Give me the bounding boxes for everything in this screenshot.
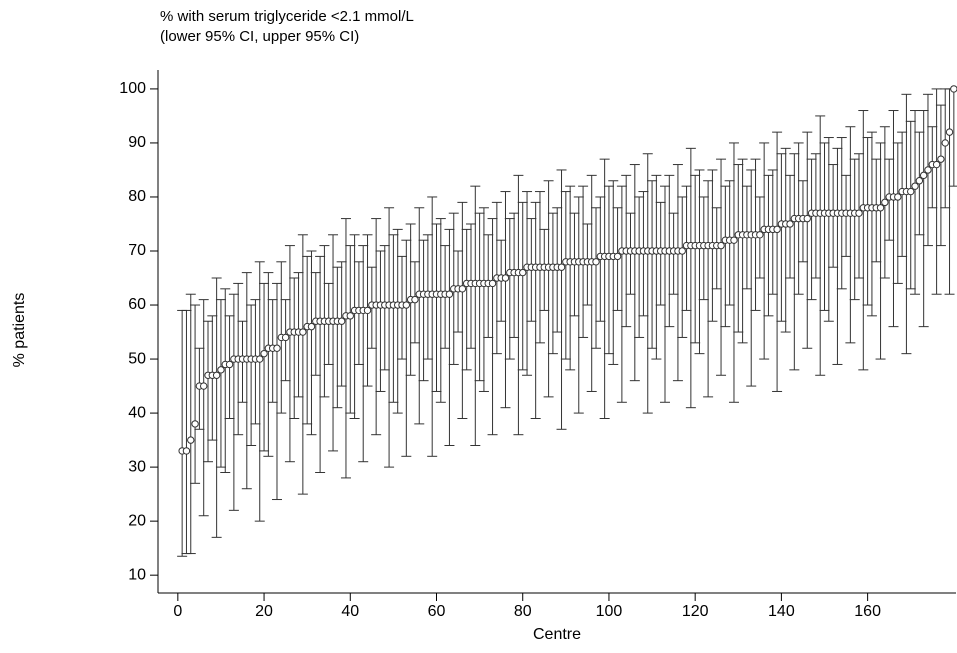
y-tick-label: 30 [128,458,146,475]
point [945,128,954,136]
x-tick-label: 40 [341,603,359,620]
point [937,155,945,163]
y-tick-label: 80 [128,188,146,205]
y-tick-label: 100 [119,80,146,97]
point [756,231,764,239]
x-tick-label: 60 [428,603,446,620]
point [501,274,510,282]
x-tick-label: 80 [514,603,532,620]
point [273,344,281,352]
point [786,220,794,228]
point [803,214,811,223]
x-tick-label: 160 [854,603,881,620]
x-axis-label: Centre [533,626,581,643]
point [411,295,419,304]
point [915,177,924,185]
point [950,85,957,93]
x-tick-label: 120 [682,603,709,620]
point [557,263,566,271]
chart-title: % with serum triglyceride <2.1 mmol/L [160,8,414,25]
point [217,366,225,374]
point [881,198,889,207]
point [488,279,497,288]
x-tick-label: 100 [596,603,623,620]
point [256,355,264,363]
point [307,322,316,331]
y-tick-label: 10 [128,566,146,583]
x-tick-label: 20 [255,603,273,620]
point [876,204,885,212]
point [717,241,725,250]
y-tick-label: 60 [128,296,146,313]
y-tick-label: 70 [128,242,146,259]
point [592,258,600,266]
y-tick-label: 40 [128,404,146,421]
point [613,252,622,261]
point [346,312,354,320]
point [894,193,902,201]
point [855,209,863,217]
chart-subtitle: (lower 95% CI, upper 95% CI) [160,28,359,45]
y-tick-label: 20 [128,512,146,529]
y-tick-label: 50 [128,350,146,367]
point [678,247,686,255]
x-tick-label: 140 [768,603,795,620]
point [773,225,781,234]
point [919,171,928,180]
y-axis-label: % patients [11,293,28,368]
point [924,166,932,174]
point [212,371,221,379]
point [363,306,372,315]
point [907,187,915,196]
point [337,317,346,325]
point [199,382,208,390]
x-tick-label: 0 [173,603,182,620]
point [281,333,290,342]
point [402,301,411,309]
point [299,328,307,336]
point [225,360,234,369]
point [730,236,738,244]
point [932,160,941,169]
point [260,349,268,358]
point [519,268,527,277]
point [458,285,467,293]
y-tick-label: 90 [128,134,146,151]
point [911,182,919,190]
point [191,420,199,428]
point [187,436,195,444]
point [182,447,191,455]
point [941,139,949,147]
point [445,290,454,298]
